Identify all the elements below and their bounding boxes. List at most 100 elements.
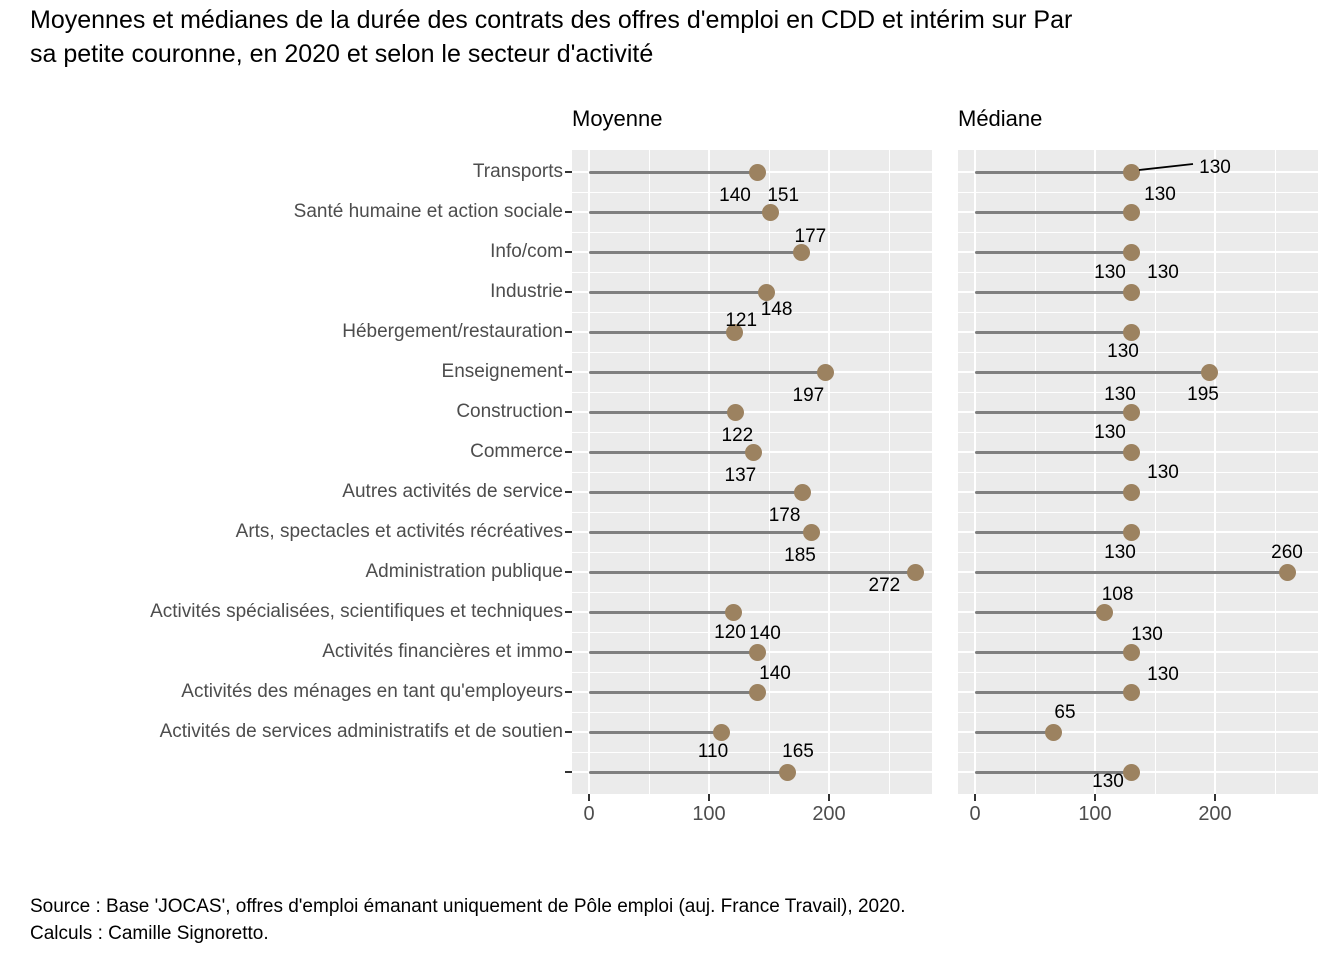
- gridline-minor-h: [958, 511, 1318, 513]
- gridline-minor-h: [958, 551, 1318, 553]
- gridline-minor-h: [958, 431, 1318, 433]
- lollipop-stem: [975, 650, 1131, 654]
- x-axis-tick-label: 200: [812, 803, 846, 825]
- x-axis-tick: [708, 794, 710, 801]
- lollipop-stem: [975, 490, 1131, 494]
- lollipop-stem: [975, 370, 1209, 374]
- gridline-minor-h: [958, 711, 1318, 713]
- category-label: Santé humaine et action sociale: [293, 201, 563, 222]
- data-point-dot: [1122, 763, 1140, 781]
- lollipop-stem: [975, 210, 1131, 214]
- chart-title-line1: Moyennes et médianes de la durée des con…: [30, 6, 1073, 34]
- data-point-dot: [1122, 683, 1140, 701]
- gridline-minor-h: [572, 591, 932, 593]
- value-label: 140: [719, 185, 751, 206]
- lollipop-stem: [975, 770, 1131, 774]
- lollipop-stem: [589, 570, 916, 574]
- lollipop-stem: [975, 450, 1131, 454]
- value-label: 130: [1131, 624, 1163, 645]
- gridline-minor-h: [958, 391, 1318, 393]
- data-point-dot: [794, 483, 812, 501]
- y-axis-tick: [565, 571, 572, 573]
- data-point-dot: [744, 443, 762, 461]
- value-label: 120: [714, 622, 746, 643]
- data-point-dot: [724, 603, 742, 621]
- value-label: 148: [760, 299, 793, 320]
- data-point-dot: [761, 203, 779, 221]
- lollipop-stem: [589, 410, 736, 414]
- category-label: Enseignement: [441, 361, 563, 382]
- lollipop-stem: [589, 650, 757, 654]
- y-axis-tick: [565, 331, 572, 333]
- data-point-dot: [1044, 723, 1062, 741]
- data-point-dot: [712, 723, 730, 741]
- value-label: 122: [721, 425, 754, 446]
- data-point-dot: [1122, 483, 1140, 501]
- data-point-dot: [1122, 643, 1140, 661]
- data-point-dot: [748, 163, 766, 181]
- gridline-minor-h: [958, 191, 1318, 193]
- gridline-minor-h: [572, 551, 932, 553]
- data-point-dot: [748, 643, 766, 661]
- data-point-dot: [748, 683, 766, 701]
- data-point-dot: [1278, 563, 1296, 581]
- value-label: 178: [768, 505, 801, 526]
- y-axis-tick: [565, 411, 572, 413]
- source-caption-line2: Calculs : Camille Signoretto.: [30, 923, 269, 944]
- value-label: 121: [725, 310, 758, 331]
- gridline-minor-h: [958, 271, 1318, 273]
- x-axis-tick-label: 0: [969, 803, 981, 825]
- category-label: Activités financières et immo: [322, 641, 563, 662]
- lollipop-stem: [975, 570, 1287, 574]
- x-axis-tick: [588, 794, 590, 801]
- category-label: Activités de services administratifs et …: [159, 721, 563, 742]
- panel-moyenne: 140 151 177 148 121 197 122 137 178 185 272 120 140 1…: [572, 150, 932, 794]
- lollipop-stem: [589, 250, 802, 254]
- value-label: 130: [1147, 262, 1179, 283]
- x-axis-tick: [828, 794, 830, 801]
- value-label: 165: [782, 741, 814, 762]
- y-axis-tick: [565, 171, 572, 173]
- value-label: 130: [1104, 542, 1136, 563]
- gridline-minor-h: [958, 751, 1318, 753]
- data-point-dot: [906, 563, 924, 581]
- value-label: 185: [784, 545, 816, 566]
- gridline-minor-h: [958, 351, 1318, 353]
- y-axis-tick: [565, 491, 572, 493]
- lollipop-stem: [975, 250, 1131, 254]
- gridline-minor-h: [572, 631, 932, 633]
- gridline-minor-h: [572, 511, 932, 513]
- gridline-minor-h: [958, 231, 1318, 233]
- gridline-minor-h: [572, 751, 932, 753]
- facet-label-mediane: Médiane: [958, 106, 1043, 131]
- category-label: Commerce: [470, 441, 563, 462]
- chart-title-line2: sa petite couronne, en 2020 et selon le …: [30, 40, 654, 68]
- lollipop-stem: [975, 410, 1131, 414]
- value-label: 110: [697, 741, 729, 762]
- data-point-dot: [1200, 363, 1218, 381]
- category-label: Activités spécialisées, scientifiques et…: [150, 601, 563, 622]
- gridline-major-h: [572, 331, 932, 333]
- data-point-dot: [726, 403, 744, 421]
- data-point-dot: [1122, 523, 1140, 541]
- lollipop-stem: [975, 530, 1131, 534]
- gridline-major-h: [572, 411, 932, 413]
- x-axis-tick: [1094, 794, 1096, 801]
- data-point-dot: [1122, 443, 1140, 461]
- source-caption-line1: Source : Base 'JOCAS', offres d'emploi é…: [30, 896, 906, 917]
- lollipop-stem: [589, 170, 757, 174]
- lollipop-stem: [975, 610, 1105, 614]
- value-label: 130: [1144, 184, 1176, 205]
- value-label: 137: [724, 465, 757, 486]
- value-label: 130: [1092, 771, 1124, 792]
- x-axis-tick-label: 0: [583, 803, 595, 825]
- gridline-minor-h: [958, 671, 1318, 673]
- data-point-dot: [792, 243, 810, 261]
- gridline-minor-h: [572, 671, 932, 673]
- data-point-dot: [802, 523, 820, 541]
- y-axis-tick: [565, 771, 572, 773]
- data-point-dot: [778, 763, 796, 781]
- lollipop-stem: [589, 770, 787, 774]
- lollipop-stem: [975, 290, 1131, 294]
